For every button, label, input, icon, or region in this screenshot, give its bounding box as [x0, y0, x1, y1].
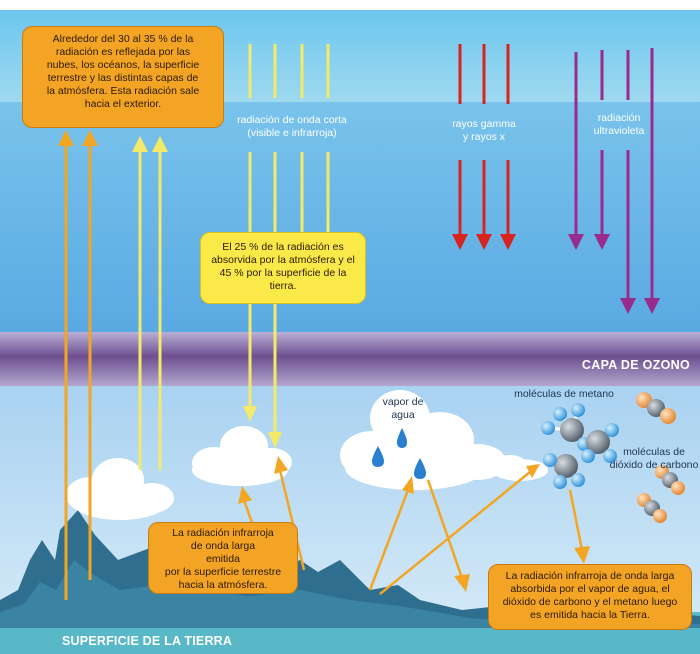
- infrared-emitted-arrows: [238, 456, 590, 595]
- co2-molecules-label: moléculas de dióxido de carbono: [609, 446, 699, 471]
- earth-surface-label: SUPERFICIE DE LA TIERRA: [62, 634, 233, 648]
- co2-molecule-icon: [637, 493, 667, 523]
- reflected-radiation-arrows: [58, 130, 98, 600]
- reflected-shortwave-arrows: [132, 136, 168, 470]
- co2-molecule-icon: [655, 465, 685, 495]
- ground-strip: [0, 628, 700, 654]
- shortwave-arrows-top: [248, 44, 330, 98]
- infrared-absorbed-box: La radiación infrarroja de onda larga ab…: [488, 564, 692, 630]
- gamma-ray-arrows: [452, 44, 516, 250]
- cloud-icon: [340, 390, 506, 490]
- infrared-emitted-box: La radiación infrarroja de onda larga em…: [148, 522, 298, 594]
- gamma-rays-label: rayos gamma y rayos x: [452, 118, 516, 143]
- ultraviolet-label: radiación ultravioleta: [593, 112, 645, 137]
- co2-molecule-icon: [636, 392, 676, 424]
- cloud-icon: [66, 458, 174, 520]
- methane-molecule-icon: [543, 453, 585, 489]
- reflected-radiation-box: Alrededor del 30 al 35 % de la radiación…: [22, 26, 224, 128]
- ultraviolet-arrows: [568, 48, 660, 314]
- cloud-icon: [492, 455, 548, 481]
- methane-molecule-icon: [581, 423, 619, 463]
- shortwave-radiation-label: radiación de onda corta (visible e infra…: [237, 114, 347, 139]
- ozone-layer-label: CAPA DE OZONO: [581, 358, 690, 372]
- absorbed-radiation-box: El 25 % de la radiación es absorvida por…: [200, 232, 366, 304]
- methane-molecules-label: moléculas de metano: [514, 388, 614, 400]
- water-vapor-label: vapor de agua: [382, 396, 424, 421]
- water-drop-icon: [372, 428, 426, 479]
